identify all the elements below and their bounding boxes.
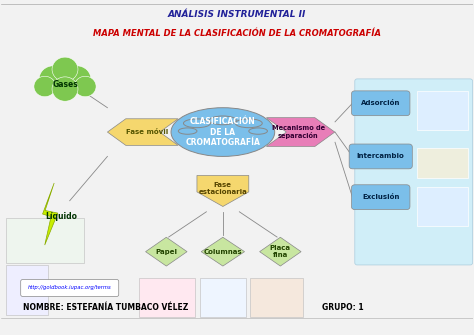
Text: MAPA MENTAL DE LA CLASIFICACIÓN DE LA CROMATOGRAFÍA: MAPA MENTAL DE LA CLASIFICACIÓN DE LA CR…	[93, 29, 381, 38]
FancyBboxPatch shape	[352, 185, 410, 210]
FancyBboxPatch shape	[417, 91, 468, 130]
Polygon shape	[108, 119, 178, 145]
Polygon shape	[260, 237, 301, 266]
FancyBboxPatch shape	[349, 144, 412, 169]
Text: Fase
estacionaria: Fase estacionaria	[199, 182, 247, 195]
Text: Gases: Gases	[52, 80, 78, 89]
Ellipse shape	[235, 119, 262, 128]
FancyBboxPatch shape	[6, 218, 84, 263]
Polygon shape	[201, 237, 245, 266]
Polygon shape	[266, 118, 335, 146]
Text: http://goldbook.iupac.org/terms: http://goldbook.iupac.org/terms	[28, 285, 111, 290]
Text: Placa
fina: Placa fina	[270, 245, 291, 258]
Circle shape	[52, 57, 78, 81]
Circle shape	[52, 77, 78, 101]
Text: Adsorción: Adsorción	[361, 100, 401, 106]
Ellipse shape	[210, 116, 237, 125]
Text: Papel: Papel	[155, 249, 177, 255]
FancyBboxPatch shape	[352, 91, 410, 116]
Circle shape	[39, 66, 68, 92]
FancyBboxPatch shape	[250, 278, 303, 317]
Text: Columnas: Columnas	[203, 249, 242, 255]
FancyBboxPatch shape	[139, 278, 195, 317]
FancyBboxPatch shape	[355, 79, 473, 265]
Text: CLASIFICACIÓN
DE LA
CROMATOGRAFÍA: CLASIFICACIÓN DE LA CROMATOGRAFÍA	[185, 117, 260, 147]
FancyBboxPatch shape	[417, 188, 468, 226]
Ellipse shape	[183, 119, 210, 128]
FancyBboxPatch shape	[417, 147, 468, 178]
Polygon shape	[43, 183, 58, 245]
Polygon shape	[197, 176, 249, 206]
Circle shape	[63, 66, 91, 92]
FancyBboxPatch shape	[21, 280, 118, 296]
Text: NOMBRE: ESTEFANÍA TUMBACO VÉLEZ: NOMBRE: ESTEFANÍA TUMBACO VÉLEZ	[23, 304, 188, 313]
Polygon shape	[146, 237, 187, 266]
Text: Intercambio: Intercambio	[357, 153, 405, 159]
Text: Líquido: Líquido	[46, 212, 78, 221]
Ellipse shape	[178, 128, 197, 134]
Ellipse shape	[249, 128, 267, 134]
Circle shape	[34, 76, 55, 97]
Text: Fase móvil: Fase móvil	[127, 129, 169, 135]
Ellipse shape	[171, 108, 275, 156]
Text: ANÁLISIS INSTRUMENTAL II: ANÁLISIS INSTRUMENTAL II	[168, 10, 306, 19]
FancyBboxPatch shape	[200, 278, 246, 317]
Text: Mecanismo de
separación: Mecanismo de separación	[272, 125, 325, 139]
Text: GRUPO: 1: GRUPO: 1	[322, 304, 364, 313]
Circle shape	[74, 76, 96, 97]
FancyBboxPatch shape	[6, 265, 47, 315]
Text: Exclusión: Exclusión	[362, 194, 400, 200]
